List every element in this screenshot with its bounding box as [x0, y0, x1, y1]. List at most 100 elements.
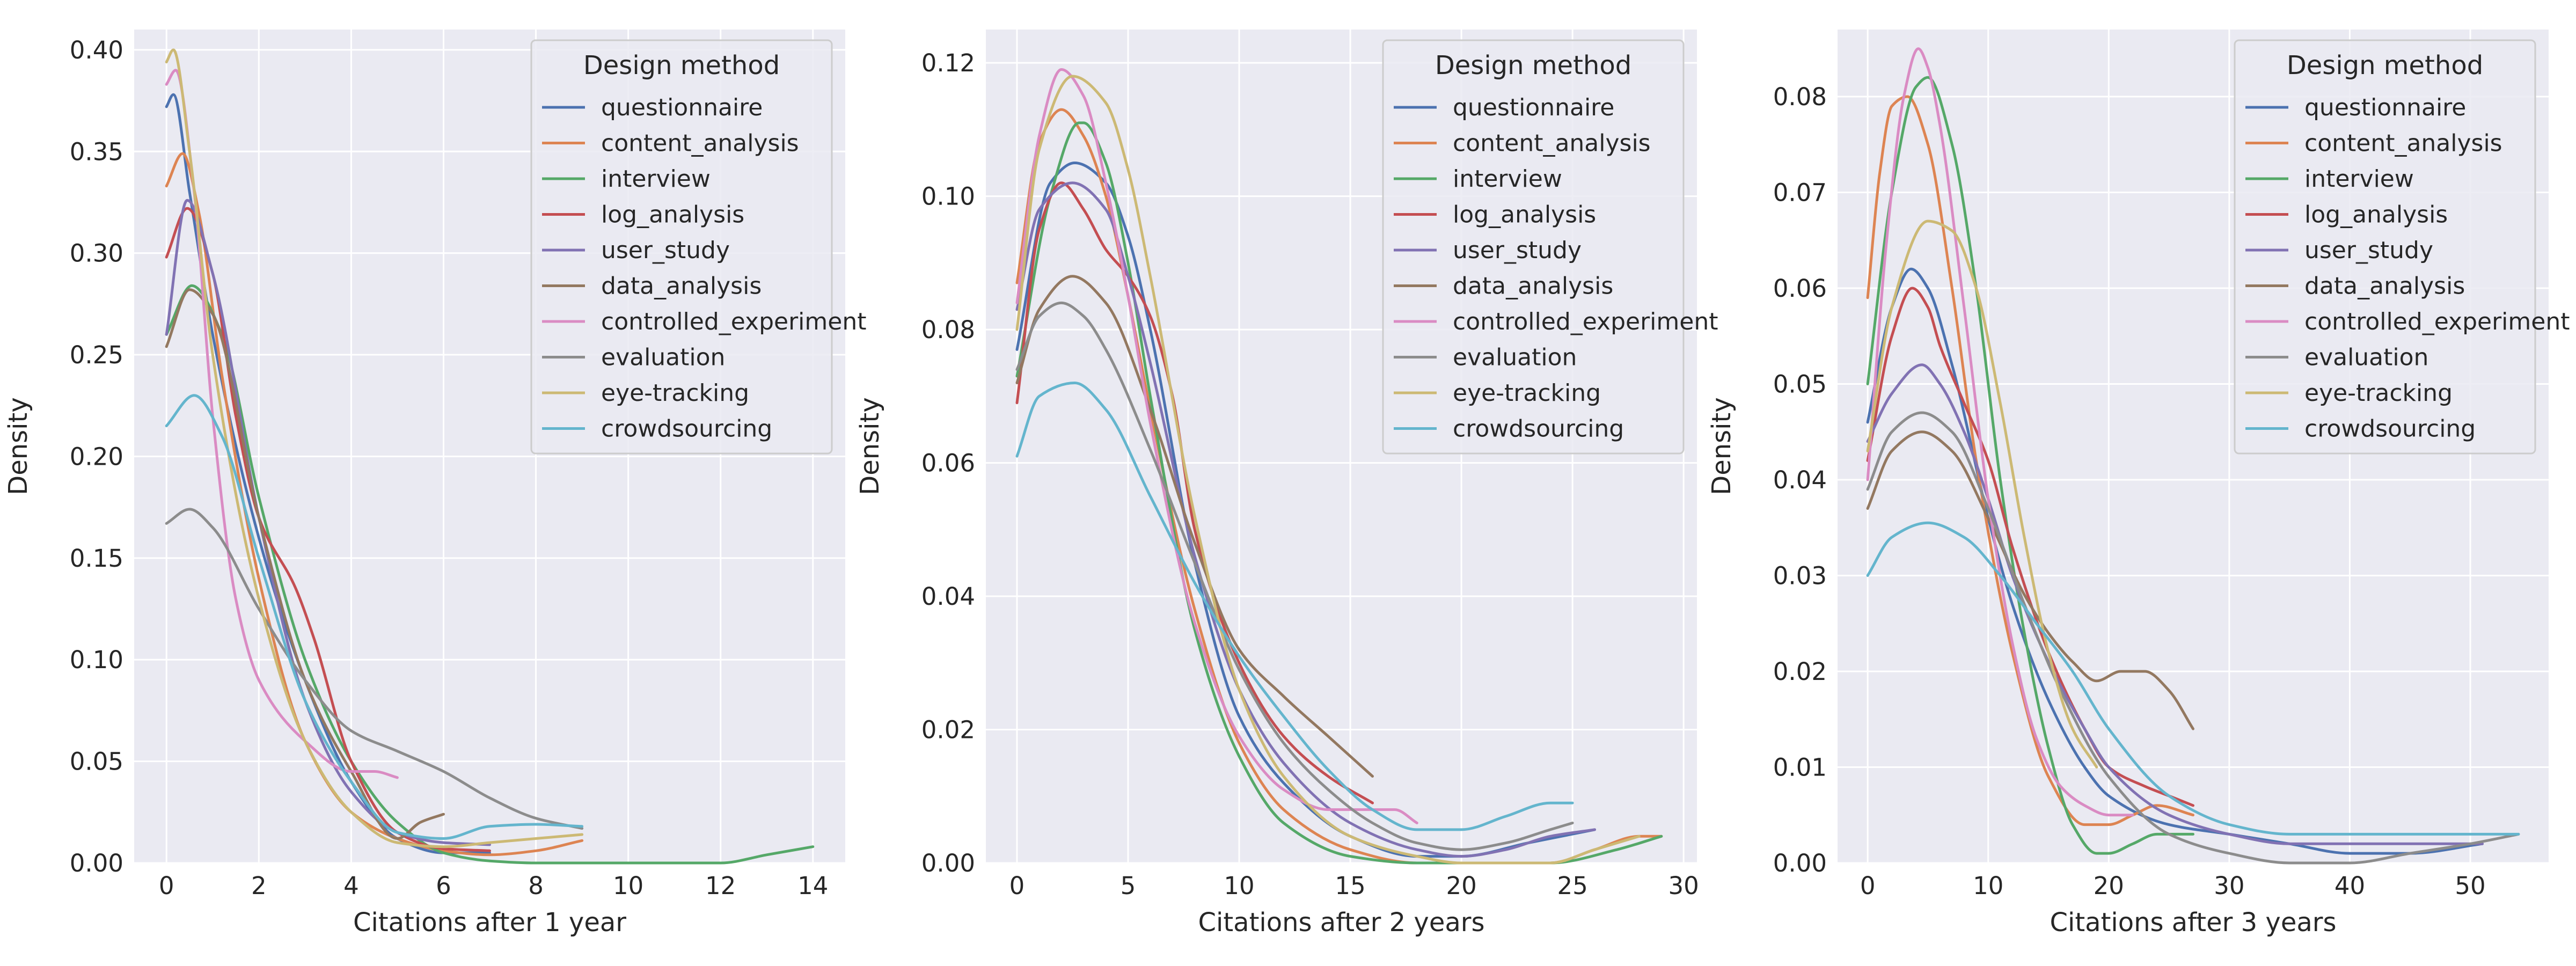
y-tick-label: 0.06	[1773, 274, 1827, 303]
legend-label: eye-tracking	[2304, 379, 2453, 407]
chart-panel-3: 0 10 20 30 40 50 0.00 0.01 0.02 0.03 0.04 0.05 0.06 0…	[1707, 30, 2570, 938]
x-axis-label: Citations after 3 years	[2050, 908, 2337, 938]
legend: Design method questionnaire content_analys…	[530, 39, 866, 455]
x-tick-label: 6	[436, 872, 451, 900]
legend-label: data_analysis	[1453, 273, 1613, 300]
y-tick-label: 0.10	[921, 182, 975, 211]
series-line-interview	[1866, 76, 2194, 855]
y-tick-label: 0.35	[70, 137, 123, 166]
y-tick-label: 0.08	[1773, 83, 1827, 111]
legend-label: eye-tracking	[1453, 379, 1601, 407]
series-line-crowdsourcing	[165, 394, 584, 840]
x-tick-label: 10	[613, 872, 643, 900]
legend-label: user_study	[2304, 237, 2433, 264]
legend-label: evaluation	[1453, 344, 1577, 371]
series-line-data_analysis	[1866, 430, 2194, 730]
series-line-evaluation	[1866, 411, 2520, 865]
series-line-eye-tracking	[1015, 75, 1641, 865]
legend-label: user_study	[601, 237, 730, 264]
series-line-user_study	[1866, 363, 2484, 845]
legend-title: Design method	[1435, 50, 1631, 80]
legend-label: log_analysis	[1453, 201, 1596, 229]
legend-title: Design method	[2287, 50, 2483, 80]
legend-title: Design method	[583, 50, 780, 80]
y-tick-label: 0.05	[1773, 370, 1827, 398]
series-line-evaluation	[165, 508, 584, 830]
legend-label: crowdsourcing	[1453, 415, 1624, 443]
legend-label: data_analysis	[601, 273, 762, 300]
x-tick-label: 50	[2455, 872, 2485, 900]
y-tick-label: 0.02	[921, 716, 975, 744]
chart-panel-1: 0 2 4 6 8 10 12 14 0.00 0.05 0.10 0.15 0.20 0.25 0.30 0…	[3, 30, 866, 938]
legend-label: crowdsourcing	[2304, 415, 2476, 443]
legend-box	[1382, 39, 1685, 455]
y-tick-label: 0.06	[921, 449, 975, 478]
y-tick-label: 0.20	[70, 442, 123, 471]
x-tick-label: 0	[1009, 872, 1025, 900]
legend-box	[2234, 39, 2536, 455]
x-axis-label: Citations after 1 year	[353, 908, 626, 938]
legend-label: crowdsourcing	[601, 415, 772, 443]
legend-label: interview	[2304, 165, 2414, 193]
y-tick-label: 0.07	[1773, 178, 1827, 207]
legend: Design method questionnaire content_analys…	[1382, 39, 1718, 455]
x-tick-label: 25	[1557, 872, 1587, 900]
x-tick-label: 4	[343, 872, 359, 900]
legend-label: log_analysis	[601, 201, 744, 229]
series-line-data_analysis	[1015, 275, 1374, 778]
y-tick-label: 0.02	[1773, 657, 1827, 686]
y-tick-label: 0.00	[921, 849, 975, 877]
legend-label: questionnaire	[2304, 94, 2466, 121]
legend-label: eye-tracking	[601, 379, 749, 407]
series-line-user_study	[1015, 181, 1596, 858]
x-tick-label: 20	[1446, 872, 1476, 900]
series-line-evaluation	[1015, 301, 1574, 851]
legend-label: evaluation	[2304, 344, 2428, 371]
series-line-data_analysis	[165, 288, 445, 840]
y-tick-label: 0.00	[1773, 849, 1827, 877]
legend-label: questionnaire	[601, 94, 763, 121]
series-line-eye-tracking	[165, 48, 584, 848]
series-line-questionnaire	[1015, 162, 1596, 858]
x-tick-label: 30	[2214, 872, 2244, 900]
x-tick-label: 15	[1335, 872, 1365, 900]
y-tick-label: 0.15	[70, 544, 123, 573]
x-axis-label: Citations after 2 years	[1198, 908, 1485, 938]
series-line-log_analysis	[1866, 287, 2194, 807]
y-axis-label: Density	[855, 397, 885, 495]
y-tick-label: 0.04	[1773, 466, 1827, 494]
y-tick-label: 0.25	[70, 341, 123, 369]
x-tick-label: 0	[159, 872, 174, 900]
legend-label: content_analysis	[601, 130, 799, 157]
x-tick-label: 5	[1121, 872, 1136, 900]
y-tick-label: 0.05	[70, 748, 123, 776]
legend-label: questionnaire	[1453, 94, 1614, 121]
legend-label: evaluation	[601, 344, 725, 371]
series-line-crowdsourcing	[1866, 521, 2520, 836]
legend-label: interview	[601, 165, 711, 193]
x-tick-label: 14	[797, 872, 828, 900]
y-tick-label: 0.01	[1773, 753, 1827, 781]
y-tick-label: 0.30	[70, 239, 123, 268]
x-tick-label: 2	[251, 872, 267, 900]
legend-label: interview	[1453, 165, 1562, 193]
legend-label: controlled_experiment	[601, 308, 866, 335]
legend-box	[530, 39, 833, 455]
legend-label: data_analysis	[2304, 273, 2465, 300]
series-line-questionnaire	[1866, 267, 2484, 855]
y-tick-label: 0.08	[921, 316, 975, 344]
legend-label: content_analysis	[2304, 130, 2502, 157]
series-line-eye-tracking	[1866, 219, 2098, 769]
y-axis-label: Density	[3, 397, 33, 495]
y-tick-label: 0.00	[70, 849, 123, 877]
x-tick-label: 8	[528, 872, 544, 900]
x-tick-label: 12	[705, 872, 736, 900]
x-tick-label: 10	[1224, 872, 1254, 900]
x-tick-label: 30	[1668, 872, 1699, 900]
x-tick-label: 40	[2334, 872, 2365, 900]
legend-label: controlled_experiment	[1453, 308, 1718, 335]
series-line-crowdsourcing	[1015, 382, 1574, 831]
y-tick-label: 0.12	[921, 49, 975, 77]
legend-label: controlled_experiment	[2304, 308, 2570, 335]
